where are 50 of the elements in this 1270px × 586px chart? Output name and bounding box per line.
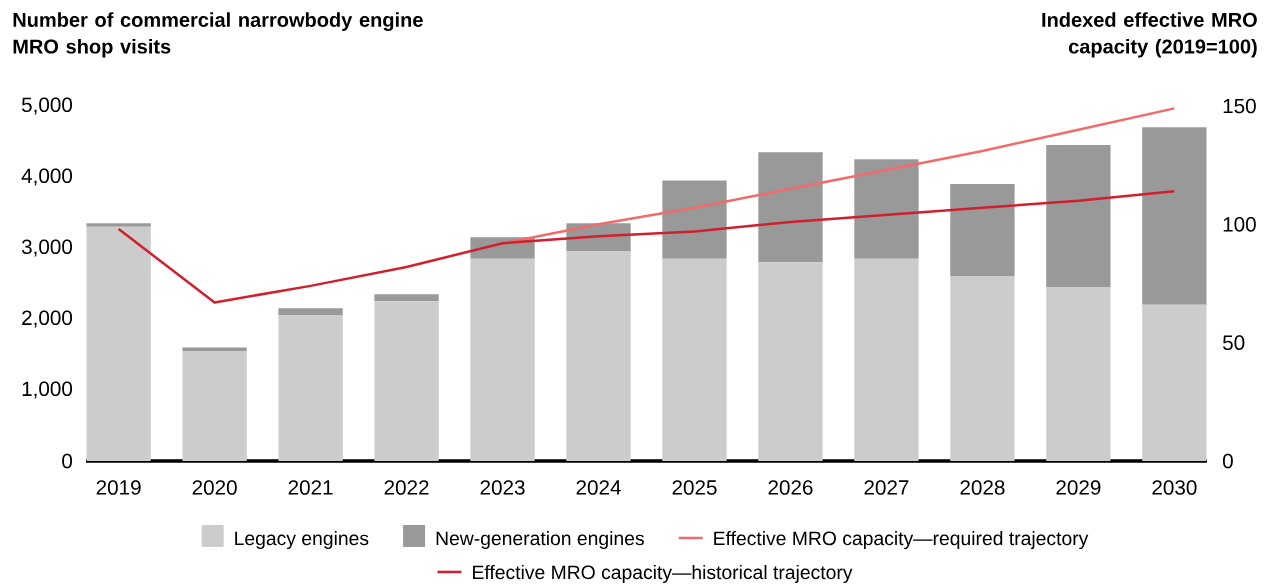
y-tick-label: 1,000	[22, 381, 73, 399]
x-tick-label: 2024	[576, 480, 621, 495]
y-tick-label: 0	[62, 453, 73, 469]
bar	[182, 347, 247, 351]
bar	[278, 308, 343, 316]
bar	[662, 180, 727, 259]
bar	[662, 258, 727, 461]
bar	[182, 350, 247, 461]
bar	[854, 159, 919, 259]
x-tick-label: 2021	[288, 480, 333, 495]
x-tick-label: 2019	[96, 480, 141, 495]
x-tick-label: 2025	[672, 480, 717, 495]
bar	[470, 258, 535, 461]
y-tick-label: 4,000	[21, 168, 73, 186]
y-tick-label: 5,000	[21, 97, 73, 115]
y2-tick-label: 50	[1223, 335, 1245, 350]
x-tick-label: 2020	[192, 480, 237, 495]
legend-label: New-generation engines	[436, 531, 644, 550]
bar	[854, 258, 919, 461]
bar	[278, 315, 343, 461]
y2-tick-label: 0	[1222, 453, 1233, 469]
bar	[374, 301, 439, 461]
bar	[566, 251, 631, 461]
bar	[1142, 304, 1207, 461]
bar	[1046, 287, 1111, 461]
legend-label: Effective MRO capacity—historical trajectory	[473, 564, 853, 584]
bar	[758, 262, 823, 461]
bar	[758, 152, 823, 263]
x-tick-label: 2023	[480, 480, 525, 495]
x-tick-label: 2026	[768, 480, 813, 495]
x-tick-label: 2029	[1056, 480, 1101, 495]
y2-axis-title: Indexed effective MRO capacity (2019=100)	[1042, 12, 1257, 58]
bar	[950, 184, 1015, 277]
x-tick-label: 2030	[1152, 480, 1197, 495]
y-axis-title: Number of commercial narrowbody engine MRO shop visits	[13, 12, 423, 58]
bar	[86, 226, 151, 461]
x-tick-label: 2027	[864, 480, 909, 495]
y-tick-label: 3,000	[21, 239, 73, 257]
legend-label: Effective MRO capacity—required trajectory	[714, 531, 1089, 550]
y-tick-label: 2,000	[22, 310, 73, 328]
x-tick-label: 2022	[384, 480, 429, 495]
bar	[950, 276, 1015, 461]
bar	[86, 223, 151, 227]
bar	[374, 294, 439, 302]
y2-tick-label: 150	[1223, 98, 1256, 114]
y2-tick-label: 100	[1223, 217, 1256, 232]
bar	[1142, 127, 1207, 305]
legend-label: Legacy engines	[235, 531, 369, 550]
bar	[1046, 145, 1111, 288]
x-tick-label: 2028	[960, 480, 1005, 495]
